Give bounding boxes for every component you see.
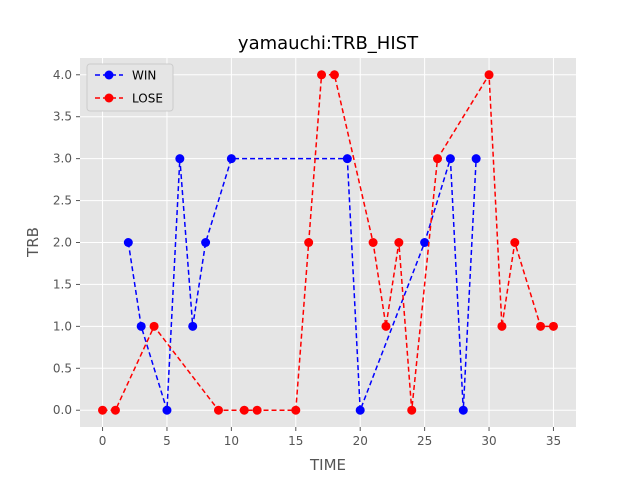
series-lose (98, 70, 558, 415)
legend-lose-label: LOSE (132, 92, 163, 106)
legend-win-label: WIN (132, 69, 156, 83)
series-lose-point (510, 238, 520, 247)
series-lose-point (329, 70, 339, 80)
legend-lose-marker (104, 93, 114, 103)
series-lose-point (381, 321, 391, 331)
series-lose-point (368, 238, 378, 247)
series-lose-point (548, 321, 558, 331)
series-lose-point (252, 405, 262, 415)
x-tick-label: 5 (163, 434, 171, 448)
series-win-point (226, 154, 236, 164)
series (98, 70, 558, 415)
series-lose-point (433, 154, 443, 164)
x-tick-label: 15 (288, 434, 303, 448)
axis-ticks: 0 5 10 15 20 25 30 35 0.0 0.5 1.0 1.5 2.0 2.5 3.0 3.5 4.… (53, 68, 561, 448)
series-lose-point (317, 70, 327, 80)
chart-title: yamauchi:TRB_HIST (238, 33, 419, 54)
series-win-point (355, 405, 365, 415)
x-tick-label: 25 (417, 434, 432, 448)
x-tick-label: 35 (546, 434, 561, 448)
series-lose-point (213, 405, 223, 415)
x-tick-label: 10 (224, 434, 239, 448)
y-tick-label: 0.5 (53, 361, 72, 375)
series-win-point (175, 154, 185, 164)
series-win (123, 154, 481, 415)
series-win-point (201, 238, 211, 247)
series-lose-point (536, 321, 546, 331)
series-win-point (188, 321, 198, 331)
x-tick-label: 20 (353, 434, 368, 448)
series-win-point (123, 238, 133, 247)
series-win-point (342, 154, 352, 164)
series-win-point (136, 321, 146, 331)
y-tick-label: 2.5 (53, 194, 72, 208)
legend-win-marker (104, 70, 114, 80)
series-win-point (420, 238, 430, 247)
series-win-point (471, 154, 481, 164)
series-lose-point (497, 321, 507, 331)
series-lose-line (102, 72, 554, 411)
series-lose-point (98, 405, 108, 415)
legend: WIN LOSE (86, 63, 174, 112)
y-tick-label: 0.0 (53, 403, 72, 417)
series-win-point (445, 154, 455, 164)
x-axis-label: TIME (309, 456, 346, 474)
y-tick-label: 2.0 (53, 236, 72, 250)
y-tick-label: 3.5 (53, 110, 72, 124)
y-axis-label: TRB (24, 227, 42, 258)
series-lose-point (110, 405, 120, 415)
series-lose-point (239, 405, 249, 415)
series-lose-point (291, 405, 301, 415)
x-tick-label: 30 (481, 434, 496, 448)
series-lose-point (149, 321, 159, 331)
series-win-point (458, 405, 468, 415)
series-lose-point (484, 70, 494, 80)
y-tick-label: 3.0 (53, 152, 72, 166)
series-lose-point (394, 238, 404, 247)
series-lose-point (304, 238, 314, 247)
y-tick-label: 1.5 (53, 277, 72, 291)
series-lose-point (407, 405, 417, 415)
y-tick-label: 4.0 (53, 68, 72, 82)
x-tick-label: 0 (99, 434, 107, 448)
series-win-point (162, 405, 172, 415)
y-tick-label: 1.0 (53, 319, 72, 333)
